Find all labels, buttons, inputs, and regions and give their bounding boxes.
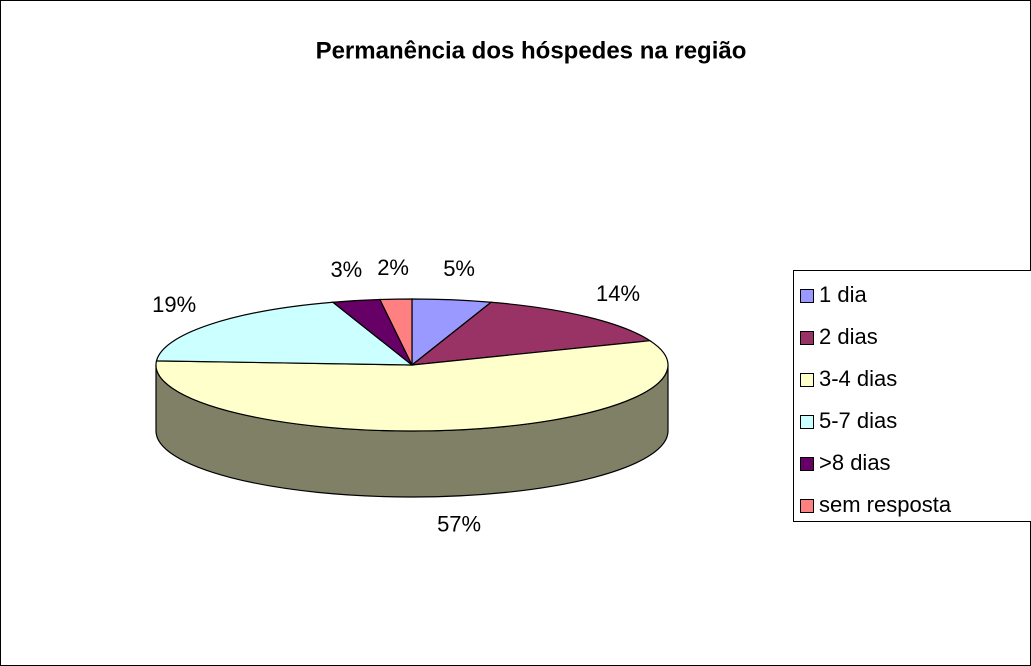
legend-swatch bbox=[800, 415, 814, 429]
legend-swatch bbox=[800, 373, 814, 387]
data-label: 2% bbox=[377, 255, 409, 280]
legend-swatch bbox=[800, 499, 814, 513]
pie-slice bbox=[155, 301, 414, 366]
legend-label: 1 dia bbox=[819, 282, 867, 307]
pie-slice bbox=[410, 301, 652, 366]
data-label: 5% bbox=[443, 256, 475, 281]
legend-label: >8 dias bbox=[819, 450, 891, 475]
pie-slice bbox=[378, 298, 413, 366]
legend-label: sem resposta bbox=[819, 492, 952, 517]
legend-swatch bbox=[800, 457, 814, 471]
legend-label: 5-7 dias bbox=[819, 408, 897, 433]
chart-title: Permanência dos hóspedes na região bbox=[316, 37, 747, 64]
legend-box bbox=[793, 270, 1031, 522]
legend-swatch bbox=[800, 289, 814, 303]
data-label: 19% bbox=[152, 292, 196, 317]
data-label: 57% bbox=[437, 512, 481, 537]
data-label: 14% bbox=[596, 281, 640, 306]
legend-swatch bbox=[800, 331, 814, 345]
legend-label: 2 dias bbox=[819, 324, 878, 349]
legend-label: 3-4 dias bbox=[819, 366, 897, 391]
data-label: 3% bbox=[330, 257, 362, 282]
